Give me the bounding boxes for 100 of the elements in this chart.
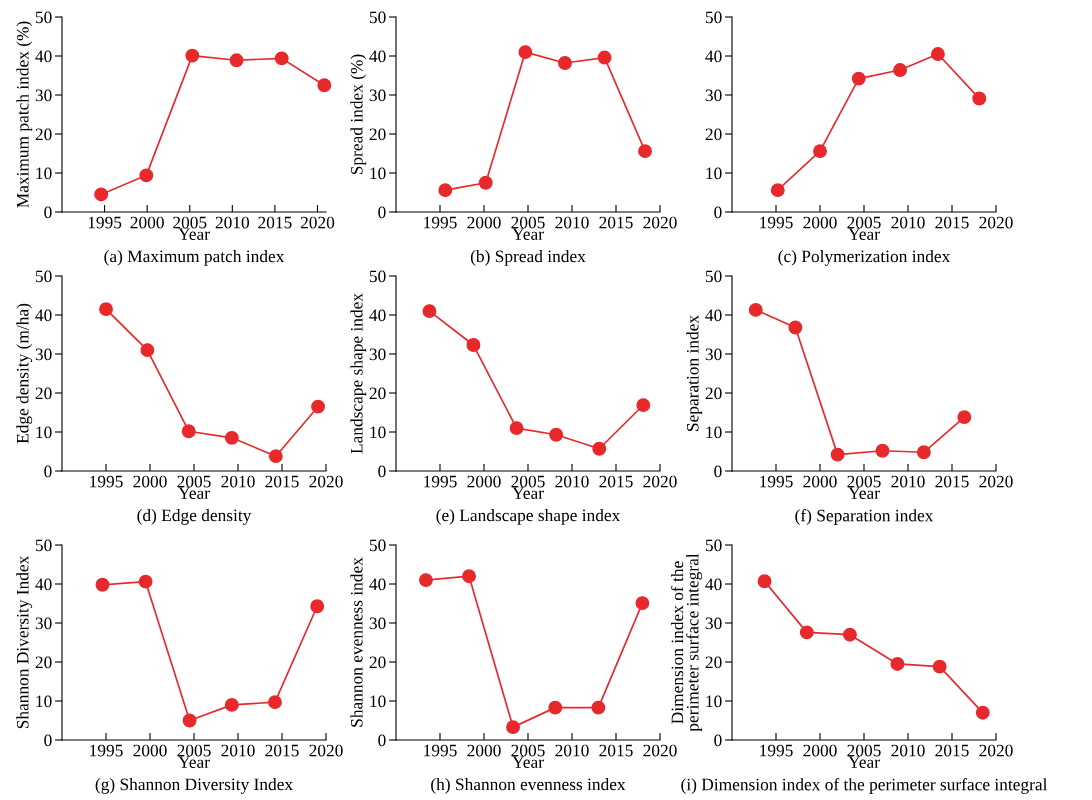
point: [916, 445, 931, 460]
point: [748, 302, 763, 317]
text: (c) Polymerization index: [778, 250, 951, 266]
y-tick-label: 10: [706, 167, 722, 180]
x-tick-label: 2020: [309, 744, 343, 757]
y-tick-label: 0: [44, 465, 52, 478]
y-tick-label: 30: [369, 89, 386, 102]
y-tick-label: 0: [378, 206, 386, 219]
x-tick-label: 2020: [643, 744, 677, 757]
point: [311, 399, 326, 414]
x-tick-label: 2015: [599, 475, 633, 488]
point: [438, 183, 453, 198]
y-tick-label: 0: [44, 206, 52, 219]
y-tick-label: 40: [35, 50, 52, 63]
y-tick-label: 20: [369, 387, 386, 400]
y-tick-label: 40: [35, 578, 52, 591]
y-tick-label: 10: [706, 426, 722, 439]
y-tick-label: 10: [370, 695, 386, 708]
y-axis-title: Spread index (%): [350, 54, 367, 175]
y-tick-label: 30: [369, 348, 386, 361]
y-tick-label: 50: [369, 270, 386, 283]
x-axis-title: Year: [848, 487, 880, 499]
point: [139, 168, 154, 183]
y-tick-label: 20: [705, 656, 722, 669]
x-tick-label: 1995: [760, 475, 793, 488]
point: [757, 574, 772, 589]
y-tick-label: 20: [705, 128, 722, 141]
y-tick-label: 40: [35, 309, 52, 322]
y-tick-label: 20: [35, 128, 52, 141]
y-tick-label: 0: [44, 734, 52, 747]
x-tick-label: 2000: [803, 475, 837, 488]
x-tick-label: 2010: [555, 475, 589, 488]
point: [851, 71, 866, 86]
y-tick-label: 0: [714, 465, 722, 478]
y-tick-label: 20: [369, 656, 386, 669]
text: (h) Shannon evenness index: [431, 778, 626, 794]
text: (f) Separation index: [795, 509, 934, 525]
x-tick-label: 2015: [265, 744, 299, 757]
x-tick-label: 2015: [265, 475, 299, 488]
y-tick-label: 20: [369, 128, 386, 141]
x-tick-label: 1995: [424, 475, 457, 488]
x-axis-title: Year: [512, 756, 544, 768]
point: [799, 625, 814, 640]
y-axis-title: Dimension index of the perimeter surface integral: [670, 553, 703, 732]
point: [95, 577, 110, 592]
y-tick-label: 10: [36, 695, 52, 708]
y-tick-label: 50: [369, 539, 386, 552]
x-tick-label: 1995: [88, 216, 122, 229]
point: [418, 573, 433, 588]
y-tick-label: 40: [369, 309, 386, 322]
text: (i) Dimension index of the perimeter surface integral: [681, 778, 1048, 794]
point: [317, 78, 332, 93]
y-tick-label: 50: [35, 11, 52, 24]
point: [638, 144, 652, 159]
point: [268, 695, 282, 710]
text: (g) Shannon Diversity Index: [95, 778, 293, 794]
y-tick-label: 20: [35, 656, 52, 669]
point: [478, 175, 493, 190]
y-tick-label: 40: [369, 50, 386, 63]
point: [181, 424, 196, 439]
y-tick-label: 10: [370, 426, 386, 439]
x-tick-label: 2020: [979, 216, 1013, 229]
point: [185, 48, 200, 63]
x-tick-label: 2020: [300, 216, 335, 229]
x-tick-label: 2015: [599, 744, 633, 757]
y-tick-label: 30: [705, 617, 722, 630]
y-tick-label: 0: [714, 734, 722, 747]
point: [549, 427, 564, 442]
x-tick-label: 2010: [555, 744, 589, 757]
text: (a) Maximum patch index: [104, 250, 285, 266]
point: [224, 430, 239, 445]
x-tick-label: 2000: [467, 475, 501, 488]
point: [140, 343, 155, 358]
x-tick-label: 2005: [511, 216, 545, 229]
x-tick-label: 2020: [643, 475, 677, 488]
x-axis-title: Year: [512, 228, 544, 240]
point: [558, 56, 572, 70]
x-axis-title: Year: [178, 756, 210, 768]
y-tick-label: 40: [705, 309, 722, 322]
text: (d) Edge density: [137, 509, 252, 525]
x-tick-label: 2005: [511, 475, 545, 488]
x-tick-label: 2000: [467, 744, 501, 757]
point: [268, 449, 283, 464]
y-tick-label: 40: [369, 578, 386, 591]
y-tick-label: 50: [369, 11, 386, 24]
point: [957, 410, 972, 425]
x-tick-label: 2005: [847, 744, 881, 757]
y-tick-label: 50: [705, 539, 722, 552]
point: [635, 596, 650, 611]
y-tick-label: 0: [378, 734, 386, 747]
point: [597, 50, 612, 65]
y-tick-label: 50: [35, 270, 52, 283]
x-tick-label: 1995: [424, 216, 457, 229]
point: [893, 63, 908, 77]
y-tick-label: 20: [705, 387, 722, 400]
x-tick-label: 1995: [90, 744, 123, 757]
point: [422, 304, 437, 319]
x-axis-title: Year: [848, 756, 880, 768]
x-tick-label: 2015: [258, 216, 292, 229]
x-tick-label: 2020: [643, 216, 677, 229]
